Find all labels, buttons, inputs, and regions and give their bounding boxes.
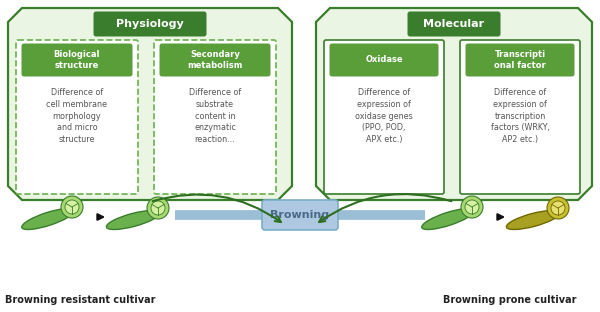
Ellipse shape bbox=[506, 211, 560, 230]
Circle shape bbox=[65, 200, 79, 214]
Text: Molecular: Molecular bbox=[424, 19, 485, 29]
Text: Difference of
cell membrane
morphology
and micro
structure: Difference of cell membrane morphology a… bbox=[47, 88, 107, 144]
Text: Browning resistant cultivar: Browning resistant cultivar bbox=[5, 295, 155, 305]
Text: Difference of
substrate
content in
enzymatic
reaction...: Difference of substrate content in enzym… bbox=[189, 88, 241, 144]
Circle shape bbox=[461, 196, 483, 218]
FancyBboxPatch shape bbox=[324, 40, 444, 194]
Circle shape bbox=[547, 197, 569, 219]
FancyBboxPatch shape bbox=[329, 43, 439, 76]
Circle shape bbox=[147, 197, 169, 219]
Ellipse shape bbox=[22, 208, 74, 230]
FancyBboxPatch shape bbox=[154, 40, 276, 194]
FancyBboxPatch shape bbox=[16, 40, 138, 194]
Text: Browning: Browning bbox=[271, 210, 329, 220]
FancyBboxPatch shape bbox=[262, 200, 338, 230]
FancyBboxPatch shape bbox=[22, 43, 133, 76]
Circle shape bbox=[465, 200, 479, 214]
Circle shape bbox=[551, 201, 565, 215]
Text: Transcripti
onal factor: Transcripti onal factor bbox=[494, 50, 546, 70]
FancyBboxPatch shape bbox=[94, 12, 206, 37]
Circle shape bbox=[61, 196, 83, 218]
Circle shape bbox=[151, 201, 165, 215]
Text: Biological
structure: Biological structure bbox=[54, 50, 100, 70]
Text: Secondary
metabolism: Secondary metabolism bbox=[187, 50, 242, 70]
Ellipse shape bbox=[422, 208, 474, 230]
FancyBboxPatch shape bbox=[407, 12, 500, 37]
Text: Difference of
expression of
oxidase genes
(PPO, POD,
APX etc.): Difference of expression of oxidase gene… bbox=[355, 88, 413, 144]
FancyBboxPatch shape bbox=[460, 40, 580, 194]
Polygon shape bbox=[8, 8, 292, 200]
Polygon shape bbox=[316, 8, 592, 200]
FancyBboxPatch shape bbox=[160, 43, 271, 76]
Text: Oxidase: Oxidase bbox=[365, 56, 403, 65]
Ellipse shape bbox=[106, 211, 160, 230]
Text: Difference of
expression of
transcription
factors (WRKY,
AP2 etc.): Difference of expression of transcriptio… bbox=[491, 88, 550, 144]
FancyBboxPatch shape bbox=[466, 43, 575, 76]
Text: Physiology: Physiology bbox=[116, 19, 184, 29]
Text: Browning prone cultivar: Browning prone cultivar bbox=[443, 295, 577, 305]
